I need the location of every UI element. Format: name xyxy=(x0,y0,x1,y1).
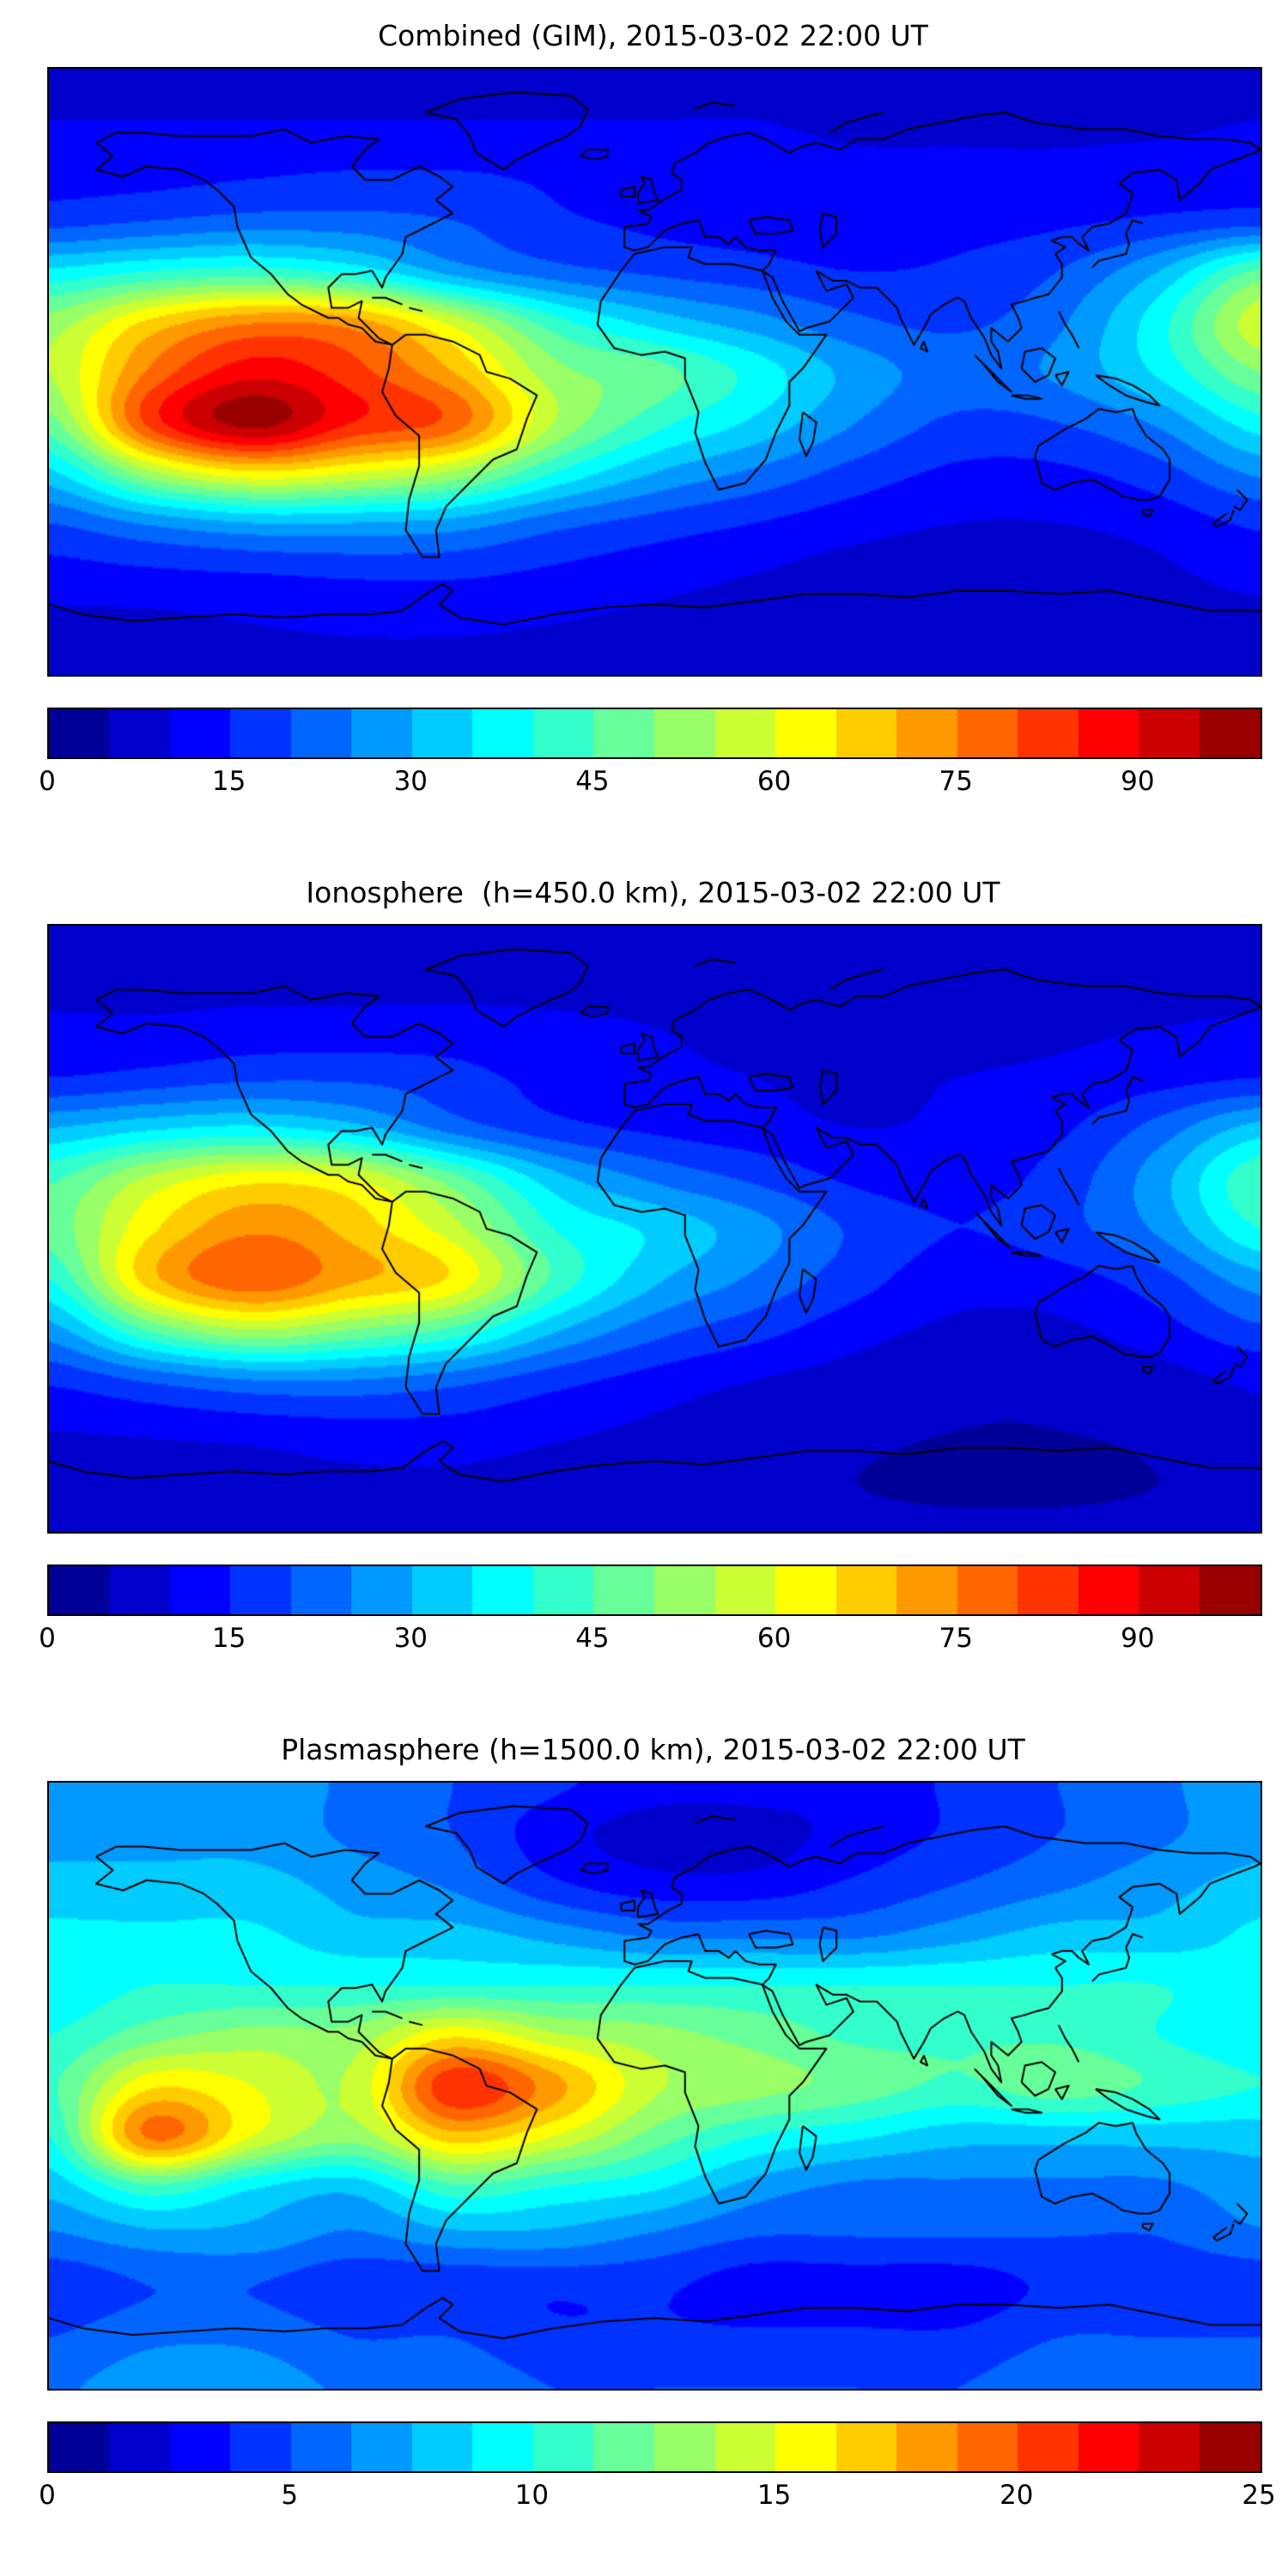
tick-label: 60 xyxy=(756,766,792,797)
colorbar-tick-labels-plasmasphere: 0 5 10 15 20 25 xyxy=(39,2473,1276,2516)
tick-label: 25 xyxy=(1242,2480,1276,2511)
tick-label: 15 xyxy=(211,766,246,797)
colorbar-tick-labels-combined: 0 15 30 45 60 75 90 xyxy=(39,759,1259,802)
colorbar-canvas-plasmasphere xyxy=(49,2423,1261,2471)
tick-label: 0 xyxy=(39,1623,56,1654)
tick-label: 20 xyxy=(999,2480,1034,2511)
map-ionosphere xyxy=(47,924,1262,1534)
tick-label: 75 xyxy=(939,766,973,797)
colorbar-combined xyxy=(47,708,1262,759)
panel-plasmasphere: Plasmasphere (h=1500.0 km), 2015-03-02 2… xyxy=(0,1714,1288,2516)
tick-label: 0 xyxy=(39,2480,56,2511)
map-canvas-ionosphere xyxy=(49,926,1261,1532)
tick-label: 15 xyxy=(211,1623,246,1654)
tick-label: 90 xyxy=(1121,1623,1155,1654)
tick-label: 10 xyxy=(514,2480,550,2511)
tick-label: 45 xyxy=(575,766,610,797)
tick-label: 30 xyxy=(393,1623,428,1654)
panel-title-plasmasphere: Plasmasphere (h=1500.0 km), 2015-03-02 2… xyxy=(281,1733,1025,1766)
tick-label: 0 xyxy=(39,766,56,797)
map-canvas-combined xyxy=(49,69,1261,675)
panel-title-combined: Combined (GIM), 2015-03-02 22:00 UT xyxy=(378,19,928,52)
colorbar-plasmasphere xyxy=(47,2421,1262,2473)
map-combined xyxy=(47,67,1262,677)
tick-label: 30 xyxy=(393,766,428,797)
colorbar-canvas-combined xyxy=(49,709,1261,757)
panel-ionosphere: Ionosphere (h=450.0 km), 2015-03-02 22:0… xyxy=(0,857,1288,1659)
map-canvas-plasmasphere xyxy=(49,1783,1261,2389)
tick-label: 75 xyxy=(939,1623,973,1654)
tick-label: 45 xyxy=(575,1623,610,1654)
tick-label: 90 xyxy=(1121,766,1155,797)
panel-combined-gim: Combined (GIM), 2015-03-02 22:00 UT 0 15 3… xyxy=(0,0,1288,802)
colorbar-canvas-ionosphere xyxy=(49,1566,1261,1614)
map-plasmasphere xyxy=(47,1781,1262,2391)
tick-label: 5 xyxy=(281,2480,299,2511)
panel-title-ionosphere: Ionosphere (h=450.0 km), 2015-03-02 22:0… xyxy=(306,876,1000,909)
tick-label: 60 xyxy=(756,1623,792,1654)
colorbar-tick-labels-ionosphere: 0 15 30 45 60 75 90 xyxy=(39,1616,1259,1659)
tick-label: 15 xyxy=(756,2480,792,2511)
colorbar-ionosphere xyxy=(47,1564,1262,1616)
